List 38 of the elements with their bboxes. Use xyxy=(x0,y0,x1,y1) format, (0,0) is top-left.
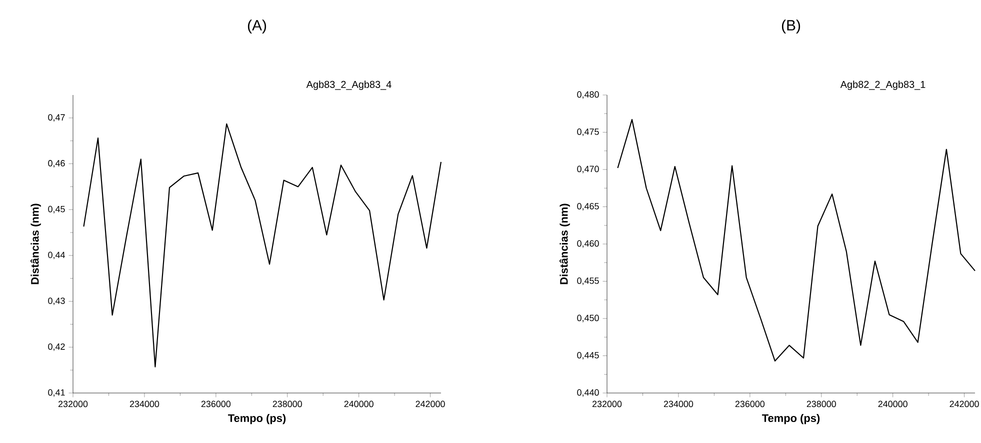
text: Agb82_2_Agb83_1 xyxy=(840,80,926,90)
y-tick-label: 0,47 xyxy=(48,114,65,122)
y-tick-label: 0,450 xyxy=(577,314,599,322)
x-tick-label: 232000 xyxy=(58,400,88,408)
y-tick-label: 0,480 xyxy=(577,91,599,99)
line-series xyxy=(83,123,442,368)
y-tick-label: 0,46 xyxy=(48,160,65,168)
x-tick-label: 236000 xyxy=(201,400,231,408)
y-tick-label: 0,460 xyxy=(577,240,599,248)
x-tick-label: 240000 xyxy=(344,400,374,408)
text: Agb83_2_Agb83_4 xyxy=(306,80,392,90)
y-tick-label: 0,440 xyxy=(577,389,599,397)
x-tick-label: 238000 xyxy=(806,400,836,408)
y-tick-label: 0,475 xyxy=(577,128,599,136)
line-series xyxy=(617,119,976,362)
x-axis-title: Tempo (ps) xyxy=(228,414,286,424)
x-tick-label: 232000 xyxy=(592,400,622,408)
x-tick-label: 234000 xyxy=(130,400,160,408)
y-tick-label: 0,43 xyxy=(48,298,65,306)
chart-title: (B) xyxy=(782,20,800,34)
y-tick-label: 0,465 xyxy=(577,203,599,210)
y-axis-title: Distâncias (nm) xyxy=(30,204,41,284)
x-tick-label: 240000 xyxy=(878,400,908,408)
x-tick-label: 242000 xyxy=(416,400,445,408)
y-tick-label: 0,41 xyxy=(48,389,65,397)
y-tick-label: 0,42 xyxy=(48,343,65,351)
y-axis-title: Distâncias (nm) xyxy=(560,204,570,284)
y-tick-label: 0,455 xyxy=(577,278,599,285)
chart-title: (A) xyxy=(248,20,266,34)
x-tick-label: 242000 xyxy=(950,400,979,408)
x-tick-label: 234000 xyxy=(664,400,694,408)
y-tick-label: 0,45 xyxy=(48,206,65,214)
x-axis-title: Tempo (ps) xyxy=(762,414,820,424)
y-tick-label: 0,470 xyxy=(577,166,599,174)
y-tick-label: 0,445 xyxy=(577,352,599,360)
y-tick-label: 0,44 xyxy=(48,252,65,260)
x-tick-label: 238000 xyxy=(272,400,302,408)
x-tick-label: 236000 xyxy=(735,400,765,408)
